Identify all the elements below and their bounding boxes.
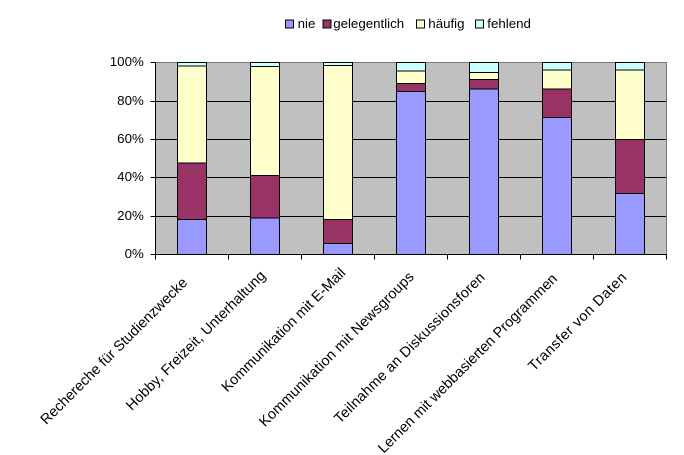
svg-text:gelegentlich: gelegentlich xyxy=(333,16,404,31)
svg-text:20%: 20% xyxy=(117,208,144,223)
svg-text:nie: nie xyxy=(298,16,316,31)
svg-text:100%: 100% xyxy=(110,54,144,69)
svg-text:0%: 0% xyxy=(125,246,144,261)
svg-text:40%: 40% xyxy=(117,169,144,184)
svg-text:fehlend: fehlend xyxy=(487,16,531,31)
svg-text:häufig: häufig xyxy=(428,16,464,31)
svg-text:60%: 60% xyxy=(117,131,144,146)
svg-text:80%: 80% xyxy=(117,93,144,108)
